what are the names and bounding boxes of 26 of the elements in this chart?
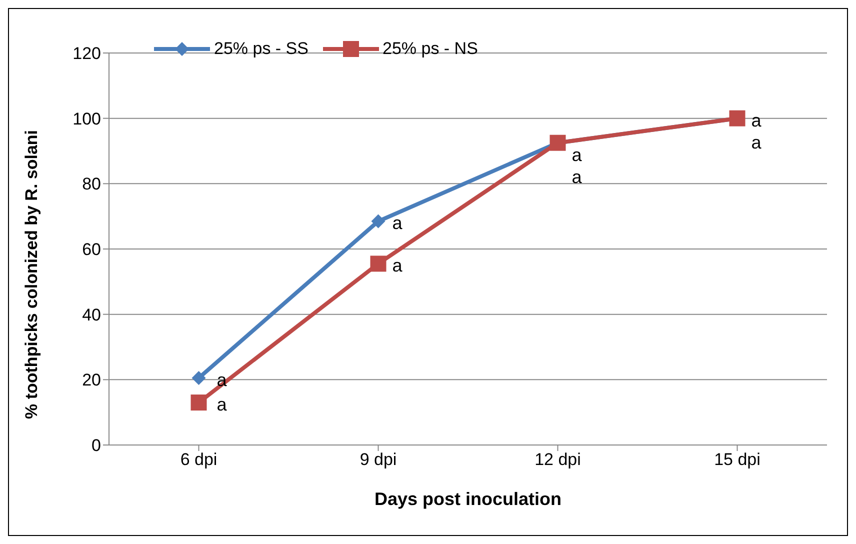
y-tick-label: 40 xyxy=(82,305,101,324)
annotation: a xyxy=(572,166,583,187)
annotation: a xyxy=(751,132,762,152)
point xyxy=(192,371,206,386)
point xyxy=(370,256,386,272)
y-tick-label: 80 xyxy=(82,174,101,194)
annotation: a xyxy=(216,394,228,415)
annotation: a xyxy=(392,256,404,276)
x-tick-label: 12 dpi xyxy=(534,450,581,470)
y-tick-label: 120 xyxy=(72,44,101,64)
annotation: a xyxy=(751,110,762,130)
point xyxy=(190,394,207,411)
x-tick-label: 6 dpi xyxy=(180,450,218,470)
x-tick-label: 9 dpi xyxy=(360,450,397,470)
y-tick-label: 0 xyxy=(92,436,101,456)
y-tick-label: 20 xyxy=(82,370,101,390)
y-tick-label: 60 xyxy=(82,240,101,260)
y-tick-label: 100 xyxy=(72,109,101,128)
legend-label: 25% ps - SS xyxy=(214,39,308,59)
x-tick-label: 15 dpi xyxy=(714,450,760,470)
point xyxy=(371,214,386,228)
y-axis-title: % toothpicks colonized by R. solani xyxy=(22,130,42,419)
annotation: a xyxy=(572,144,583,165)
x-axis-title: Days post inoculation xyxy=(374,489,562,509)
annotation: a xyxy=(392,213,404,234)
legend-label: 25% ps - NS xyxy=(382,39,478,59)
